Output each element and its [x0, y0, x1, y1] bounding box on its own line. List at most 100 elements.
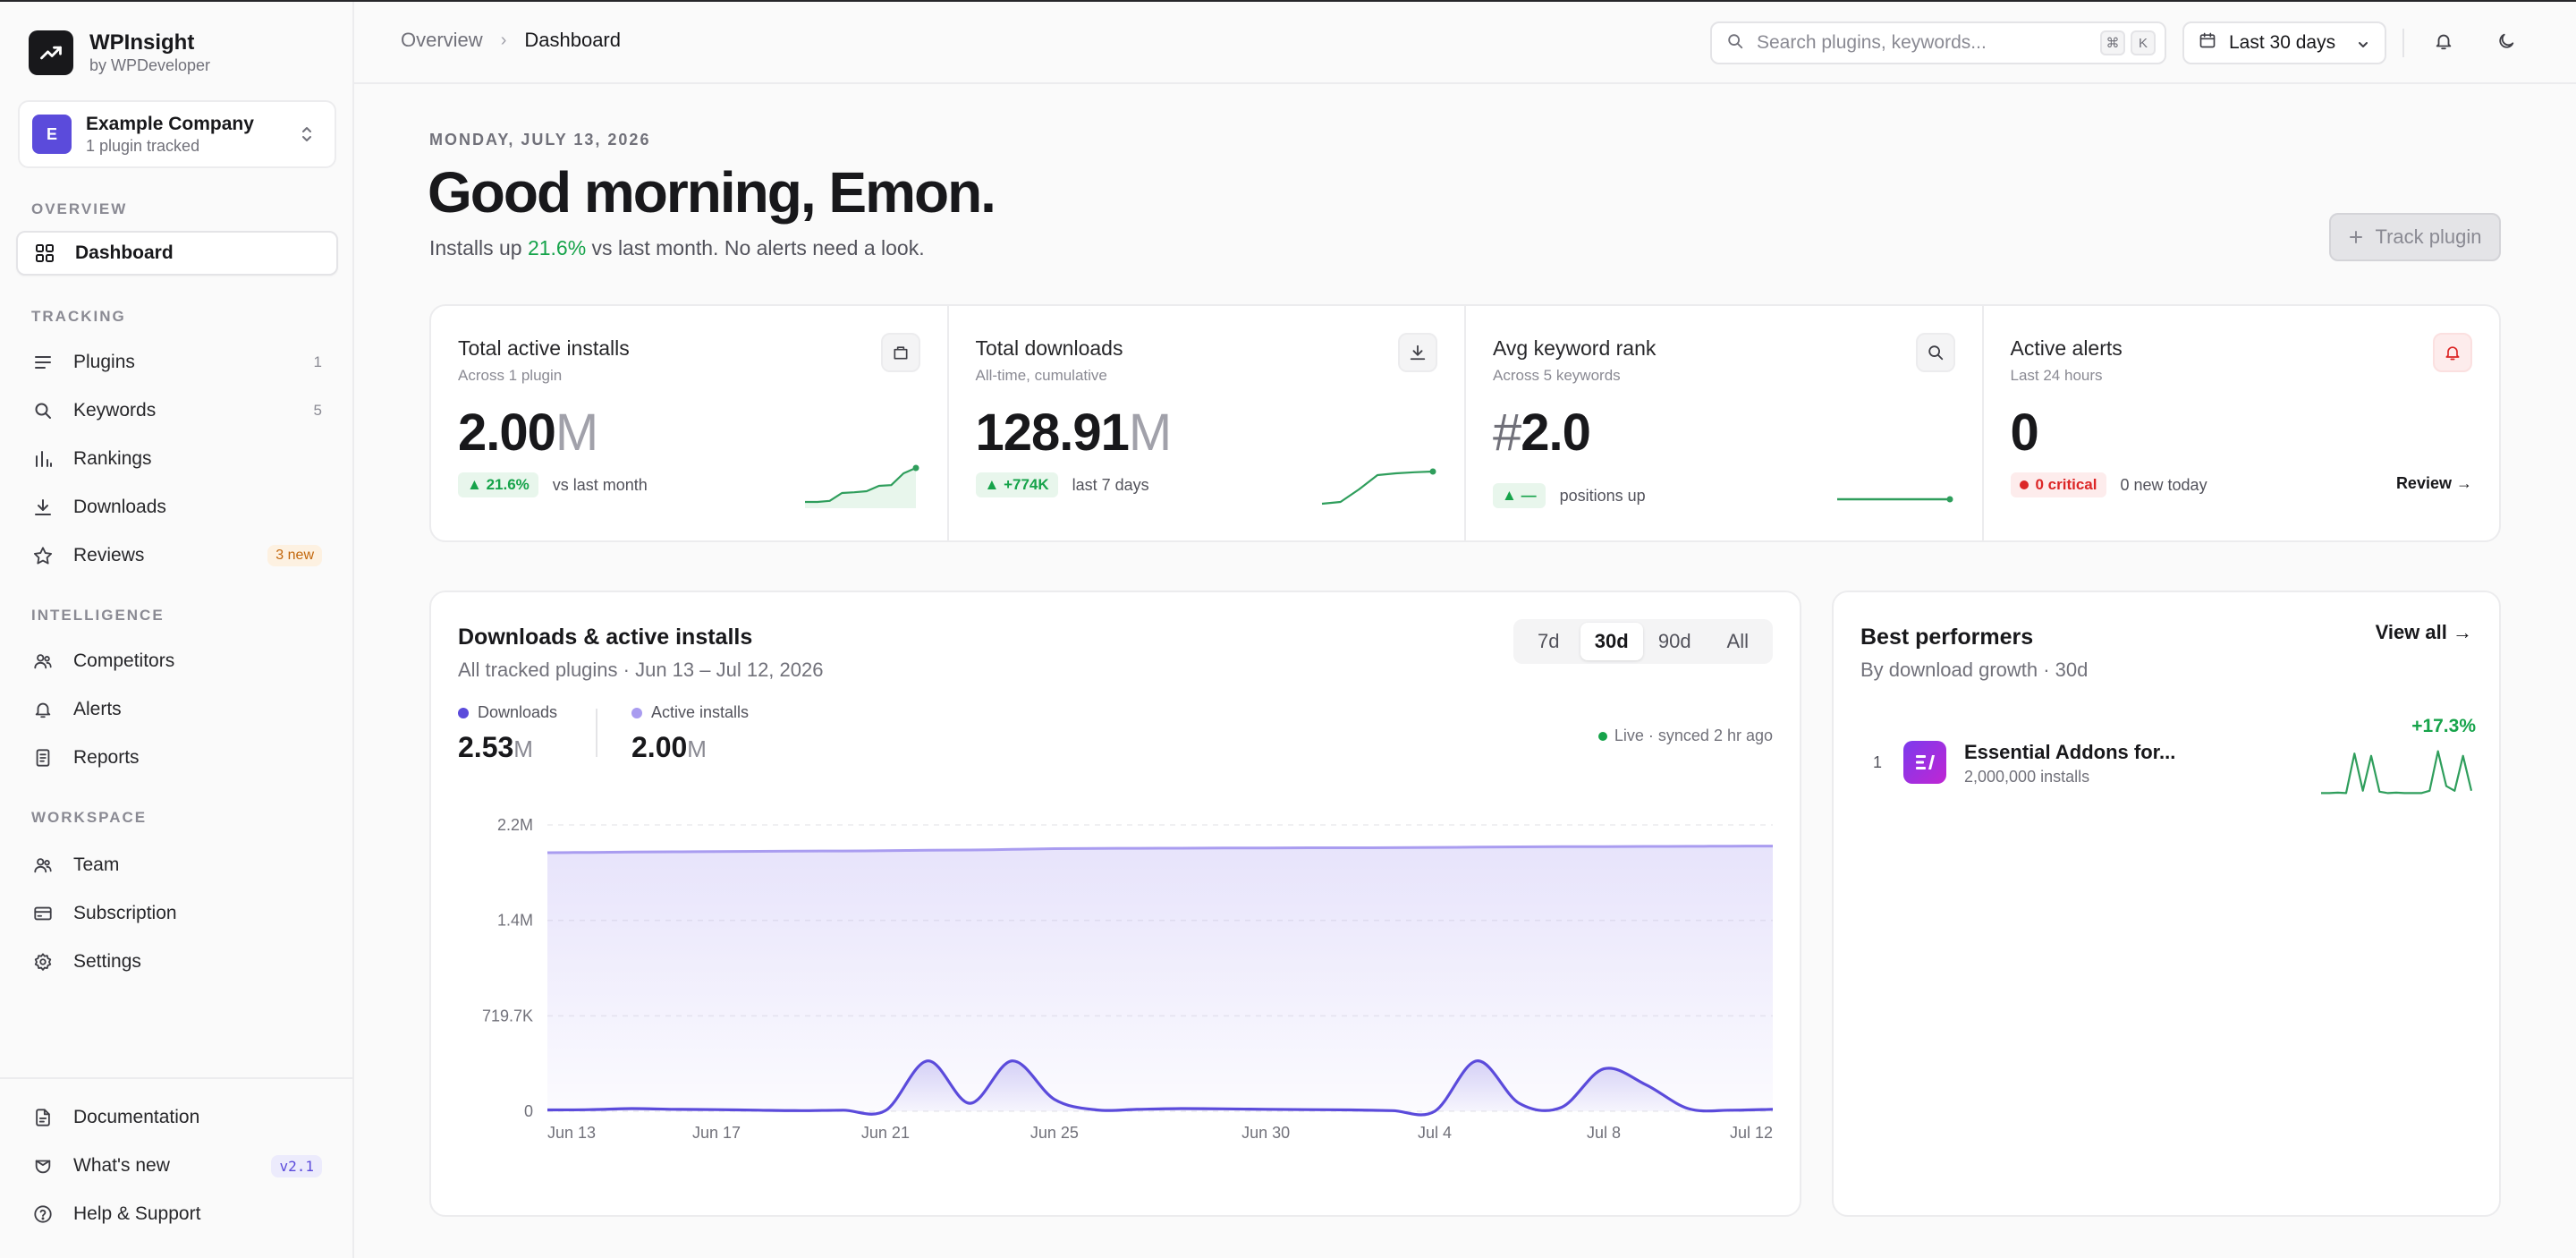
view-all-link[interactable]: View all → — [2376, 621, 2472, 644]
download-icon — [32, 497, 54, 518]
brand[interactable]: WPInsight by WPDeveloper — [29, 30, 210, 75]
review-link[interactable]: Review → — [2396, 474, 2472, 493]
app-name: WPInsight — [89, 30, 195, 55]
legend-active-installs[interactable]: Active installs 2.00M — [631, 703, 749, 764]
downloads-value: 128.91 — [975, 404, 1130, 462]
range-all[interactable]: All — [1726, 630, 1749, 652]
range-30d[interactable]: 30d — [1580, 623, 1643, 660]
rank-sparkline-dot — [1946, 496, 1953, 503]
sidebar-item-label: Keywords — [73, 400, 157, 421]
breadcrumb-overview[interactable]: Overview — [401, 29, 483, 51]
stat-active-installs[interactable]: Total active installs Across 1 plugin 2.… — [431, 306, 949, 540]
x-tick-label: Jun 17 — [692, 1124, 741, 1142]
section-intelligence: INTELLIGENCE — [31, 607, 165, 624]
plus-icon — [2348, 229, 2364, 245]
rank-sparkline — [1836, 496, 1953, 503]
performer-sparkline — [2321, 750, 2473, 795]
chevron-down-icon — [2356, 36, 2370, 57]
sidebar-item-label: Help & Support — [73, 1203, 201, 1224]
topbar: Overview › Dashboard ⌘ K Last 30 days — [354, 2, 2576, 84]
company-name: Example Company — [86, 114, 254, 134]
section-tracking: TRACKING — [31, 308, 126, 325]
legend-downloads[interactable]: Downloads 2.53M — [458, 703, 557, 764]
installs-delta-text: vs last month — [552, 475, 648, 494]
view-all-label: View all — [2375, 621, 2447, 643]
greeting-title: Good morning, Emon. — [428, 160, 996, 225]
current-date: MONDAY, JULY 13, 2026 — [429, 131, 651, 149]
gear-icon — [32, 951, 54, 973]
sparkline-fill — [804, 468, 916, 508]
search-input[interactable] — [1757, 32, 2097, 54]
stat-active-alerts[interactable]: Active alerts Last 24 hours 0 0 critical… — [1984, 306, 2500, 540]
x-tick-label: Jun 25 — [1030, 1124, 1079, 1142]
greeting-subtitle: Installs up 21.6% vs last month. No aler… — [429, 236, 925, 260]
download-icon — [1398, 333, 1437, 372]
sidebar: WPInsight by WPDeveloper E Example Compa… — [0, 2, 354, 1258]
date-range-button[interactable]: Last 30 days — [2182, 21, 2386, 64]
range-7d[interactable]: 7d — [1538, 630, 1560, 652]
sidebar-item-alerts[interactable]: Alerts — [16, 687, 338, 732]
x-tick-label: Jul 4 — [1418, 1124, 1452, 1142]
legend-downloads-value: 2.53 — [458, 731, 514, 763]
downloads-delta-badge: ▲ +774K — [975, 472, 1058, 497]
sidebar-item-documentation[interactable]: Documentation — [16, 1095, 338, 1140]
help-circle-icon — [32, 1203, 54, 1225]
performer-installs: 2,000,000 installs — [1964, 768, 2090, 786]
series-area-active-installs — [547, 846, 1773, 1111]
credit-card-icon — [32, 903, 54, 924]
stat-avg-keyword-rank[interactable]: Avg keyword rank Across 5 keywords #2.0 … — [1466, 306, 1984, 540]
sidebar-item-downloads[interactable]: Downloads — [16, 485, 338, 530]
document-icon — [32, 1107, 54, 1128]
team-icon — [32, 854, 54, 876]
sidebar-item-keywords[interactable]: Keywords 5 — [16, 388, 338, 433]
arrow-right-icon: → — [2456, 474, 2472, 492]
performer-row[interactable]: 1 Essential Addons for... 2,000,000 inst… — [1860, 716, 2476, 798]
notifications-button[interactable] — [2426, 25, 2462, 61]
sidebar-item-competitors[interactable]: Competitors — [16, 639, 338, 684]
sidebar-item-whats-new[interactable]: What's new v2.1 — [16, 1143, 338, 1188]
y-tick-label: 1.4M — [497, 912, 533, 930]
x-tick-label: Jun 21 — [861, 1124, 910, 1142]
live-status: Live · synced 2 hr ago — [1597, 727, 1773, 745]
sparkline-end-dot — [912, 464, 919, 472]
legend-installs-name: Active installs — [651, 703, 750, 721]
range-90d[interactable]: 90d — [1657, 630, 1691, 652]
window-top-line — [0, 0, 2576, 2]
downloads-installs-chart[interactable]: 0 719.7K 1.4M 2.2M Jun 13 Jun 17 Jun 21 Jun 25 J… — [431, 592, 1800, 1215]
theme-toggle-button[interactable] — [2488, 25, 2524, 61]
legend-downloads-name: Downloads — [478, 703, 558, 721]
x-tick-label: Jul 8 — [1587, 1124, 1621, 1142]
sidebar-item-settings[interactable]: Settings — [16, 939, 338, 984]
performer-rank: 1 — [1873, 753, 1883, 771]
chevron-right-icon: › — [500, 30, 507, 50]
rank-delta: — — [1521, 487, 1537, 504]
company-switcher[interactable]: E Example Company 1 plugin tracked — [18, 100, 336, 168]
sidebar-item-team[interactable]: Team — [16, 843, 338, 888]
reviews-new-badge: 3 new — [267, 545, 322, 566]
sidebar-item-label: Reviews — [73, 545, 145, 565]
sidebar-item-dashboard[interactable]: Dashboard — [16, 231, 338, 276]
arrow-right-icon: → — [2453, 621, 2472, 643]
date-range-label: Last 30 days — [2229, 32, 2336, 53]
sidebar-item-help[interactable]: Help & Support — [16, 1192, 338, 1237]
sidebar-item-rankings[interactable]: Rankings — [16, 437, 338, 481]
version-badge: v2.1 — [271, 1154, 322, 1177]
subtitle-pct: 21.6% — [527, 236, 587, 259]
sidebar-item-label: Competitors — [73, 650, 175, 671]
track-plugin-button[interactable]: Track plugin — [2329, 213, 2501, 261]
sidebar-item-subscription[interactable]: Subscription — [16, 891, 338, 936]
keywords-count: 5 — [313, 402, 322, 419]
kbd-k: K — [2131, 30, 2156, 55]
stat-total-downloads[interactable]: Total downloads All-time, cumulative 128… — [949, 306, 1466, 540]
trending-up-icon — [29, 30, 73, 75]
sidebar-item-label: Rankings — [73, 448, 152, 469]
best-performers-card: Best performers By download growth · 30d… — [1832, 591, 2501, 1217]
sidebar-item-reviews[interactable]: Reviews 3 new — [16, 533, 338, 578]
sidebar-item-plugins[interactable]: Plugins 1 — [16, 340, 338, 385]
downloads-sparkline — [1321, 468, 1436, 506]
file-text-icon — [32, 747, 54, 769]
sidebar-item-reports[interactable]: Reports — [16, 735, 338, 780]
sidebar-item-label: Alerts — [73, 699, 122, 719]
section-workspace: WORKSPACE — [31, 809, 148, 826]
search-box[interactable]: ⌘ K — [1710, 21, 2166, 64]
